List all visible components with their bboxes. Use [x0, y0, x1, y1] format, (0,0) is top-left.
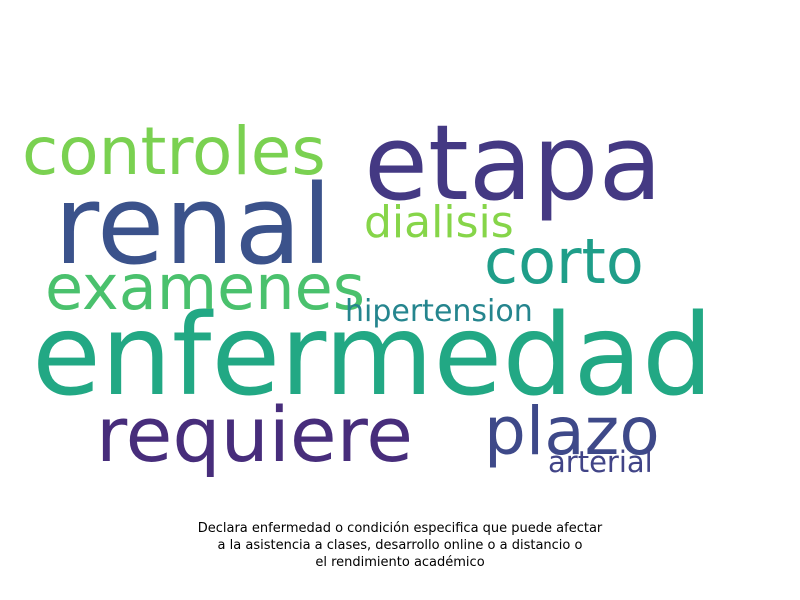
word-plazo: plazo — [484, 393, 660, 470]
word-enfermedad: enfermedad — [32, 291, 714, 421]
word-corto: corto — [484, 225, 644, 298]
caption-line-2: a la asistencia a clases, desarrollo onl… — [217, 538, 583, 553]
caption-line-3: el rendimiento académico — [315, 555, 485, 570]
caption-line-1: Declara enfermedad o condición especific… — [197, 521, 603, 536]
word-hipertension: hipertension — [345, 294, 533, 329]
word-dialisis: dialisis — [364, 197, 514, 248]
caption: Declara enfermedad o condición especific… — [150, 520, 650, 571]
word-examenes: examenes — [45, 251, 366, 324]
word-etapa: etapa — [364, 102, 663, 224]
word-controles: controles — [22, 113, 326, 190]
word-requiere: requiere — [96, 390, 413, 479]
word-renal: renal — [54, 161, 333, 289]
word-arterial: arterial — [548, 445, 653, 479]
